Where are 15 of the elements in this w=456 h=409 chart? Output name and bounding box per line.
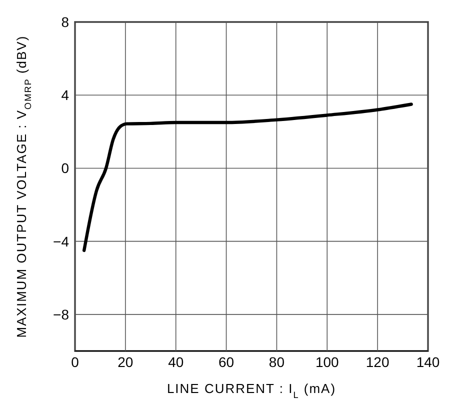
line-series: [82, 102, 413, 252]
x-tick-label: 60: [218, 354, 234, 370]
y-tick-label: −4: [53, 233, 70, 250]
y-tick-label: 8: [61, 14, 70, 30]
y-tick-label: −8: [53, 306, 70, 322]
x-tick-label: 120: [366, 354, 390, 370]
x-tick-label: 100: [315, 354, 340, 370]
y-tick-label: 0: [61, 160, 70, 176]
x-tick-label: 0: [71, 354, 80, 370]
x-tick-label: 140: [416, 354, 440, 370]
x-tick-label: 40: [168, 354, 184, 370]
x-tick-label: 20: [118, 354, 134, 370]
x-tick-label: 80: [268, 354, 285, 370]
y-tick-label: 4: [61, 87, 70, 104]
x-axis-title: LINE CURRENT : I$_{L}$ (mA): [166, 381, 336, 400]
